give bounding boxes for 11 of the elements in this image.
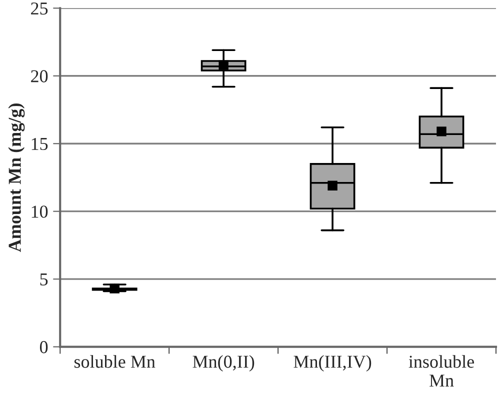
y-tick-label: 0 xyxy=(40,341,48,354)
x-tick-label: Mn(III,IV) xyxy=(294,355,372,372)
x-tick-label: Mn(0,II) xyxy=(192,355,254,372)
x-tick-label: soluble Mn xyxy=(74,355,156,368)
y-tick-label: 10 xyxy=(32,206,48,218)
y-tick-label: 25 xyxy=(31,2,48,15)
y-tick-label: 20 xyxy=(31,70,48,82)
y-tick-label: 5 xyxy=(40,274,48,286)
y-axis-title: Amount Mn (mg/g) xyxy=(8,104,25,252)
y-tick-label: 15 xyxy=(32,138,48,150)
x-tick-label: insoluble Mn xyxy=(408,355,474,387)
